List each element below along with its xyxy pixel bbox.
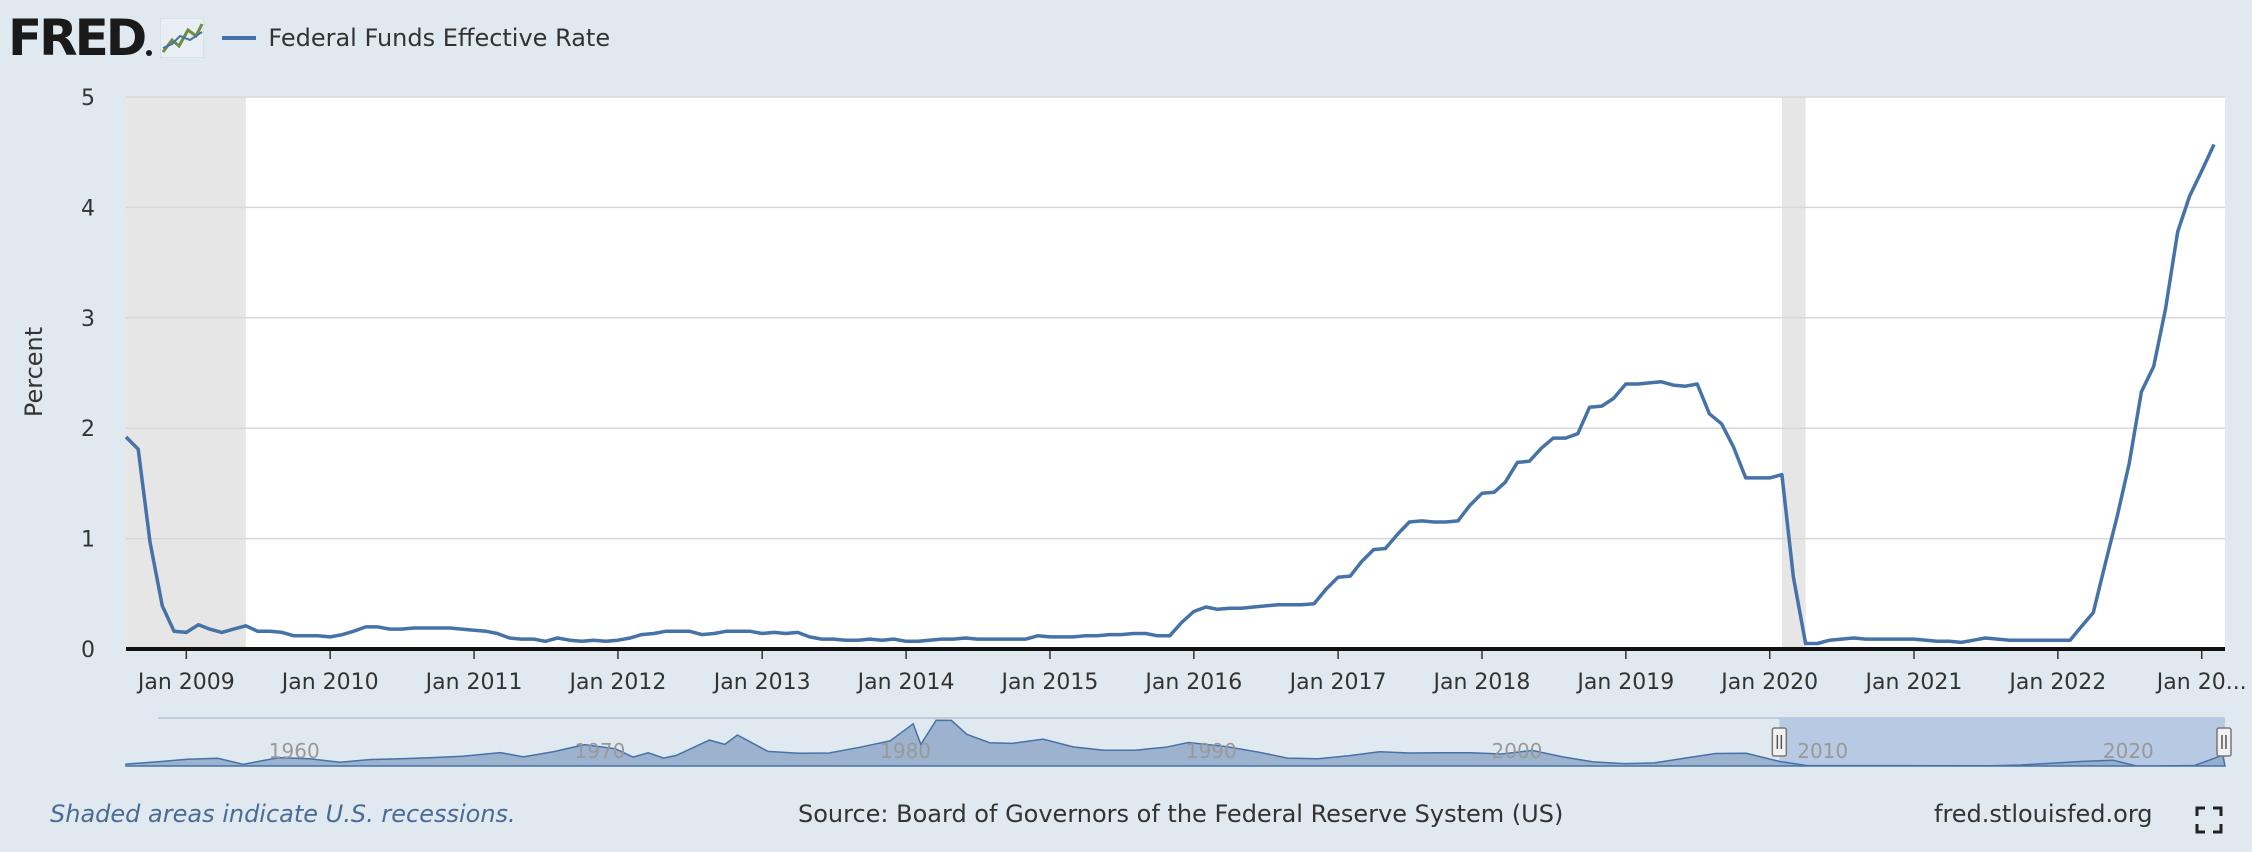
grid-lines: [126, 96, 2225, 540]
navigator-series-area: [125, 719, 2226, 767]
x-tick-label: Jan 2022: [2007, 670, 2106, 695]
navigator-year-label: 2000: [1492, 739, 1543, 763]
x-tick-label: Jan 2019: [1575, 670, 1674, 695]
y-tick-label: 5: [81, 86, 95, 111]
x-tick-label: Jan 2009: [136, 670, 235, 695]
fullscreen-icon[interactable]: [2195, 806, 2223, 834]
legend-line-swatch: [222, 36, 257, 40]
navigator-left-handle[interactable]: [1771, 727, 1788, 757]
range-navigator[interactable]: 1960 1970 1980 1990 2000 2010 2020: [125, 717, 2232, 767]
chart-legend[interactable]: Federal Funds Effective Rate: [222, 24, 610, 52]
x-tick-label: Jan 2010: [280, 670, 379, 695]
logo-registered-dot: [146, 50, 153, 56]
navigator-year-label: 1980: [880, 739, 931, 763]
plot-area: [126, 97, 2225, 649]
site-link[interactable]: fred.stlouisfed.org: [1934, 800, 2153, 828]
fred-logo[interactable]: FRED: [8, 9, 147, 67]
x-tick-label: Jan 2013: [712, 670, 811, 695]
y-axis-ticks: 0 1 2 3 4 5: [81, 86, 95, 663]
legend-label: Federal Funds Effective Rate: [268, 24, 611, 52]
source-text: Source: Board of Governors of the Federa…: [798, 800, 1564, 828]
x-axis-ticks: Jan 2009 Jan 2010 Jan 2011 Jan 2012 Jan 2013…: [136, 649, 2247, 695]
navigator-year-label: 2020: [2103, 739, 2154, 763]
y-axis-label: Percent: [20, 327, 48, 417]
y-tick-label: 0: [81, 638, 95, 663]
navigator-year-label: 1970: [574, 739, 625, 763]
series-line-federal-funds[interactable]: [124, 143, 2216, 646]
y-tick-label: 3: [81, 307, 95, 332]
x-tick-label: Jan 2020: [1719, 670, 1818, 695]
x-tick-label: Jan 2021: [1864, 670, 1963, 695]
navigator-selected-window[interactable]: [1779, 718, 2225, 766]
x-tick-label: Jan 2012: [567, 670, 666, 695]
chart-footer: Shaded areas indicate U.S. recessions. S…: [0, 796, 2252, 836]
x-tick-label: Jan 2018: [1432, 670, 1531, 695]
recession-band-0: [126, 97, 246, 649]
y-tick-label: 1: [81, 528, 95, 553]
x-tick-label: Jan 2016: [1143, 670, 1242, 695]
navigator-year-label: 2010: [1797, 739, 1848, 763]
y-tick-label: 2: [81, 417, 95, 442]
navigator-right-handle[interactable]: [2216, 727, 2232, 757]
x-tick-label: Jan 20...: [2155, 670, 2247, 695]
graph-icon: [160, 18, 205, 58]
recession-note: Shaded areas indicate U.S. recessions.: [50, 800, 516, 828]
navigator-year-label: 1990: [1186, 739, 1237, 763]
y-tick-label: 4: [81, 196, 95, 221]
x-tick-label: Jan 2015: [1000, 670, 1099, 695]
chart-header: FRED Federal Funds Effective Rate: [8, 10, 610, 66]
x-tick-label: Jan 2011: [424, 670, 523, 695]
navigator-year-label: 1960: [269, 739, 320, 763]
x-tick-label: Jan 2014: [856, 670, 955, 695]
recession-band-1: [1781, 97, 1806, 649]
recession-shading: [126, 97, 1806, 649]
x-tick-label: Jan 2017: [1288, 670, 1387, 695]
